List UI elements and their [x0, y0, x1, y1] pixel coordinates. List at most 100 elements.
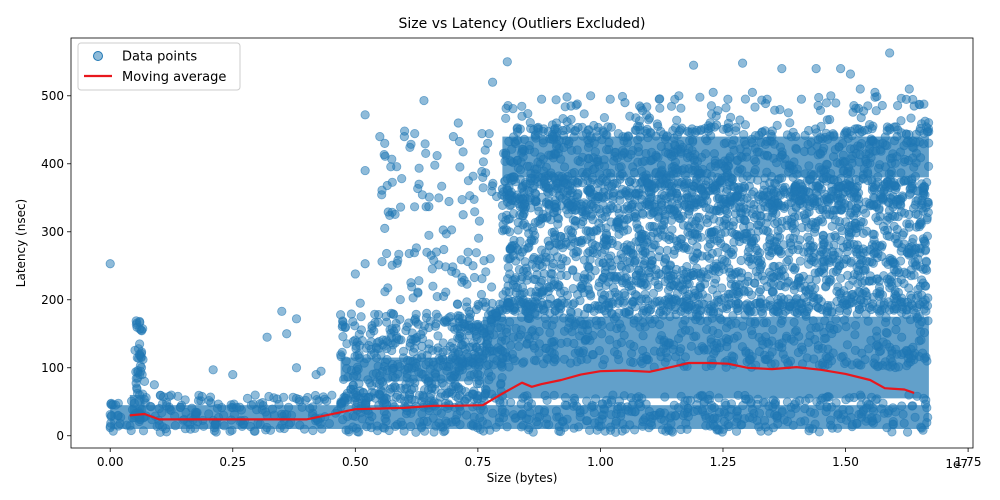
data-point — [762, 94, 772, 104]
data-point — [496, 378, 506, 389]
data-point — [708, 87, 718, 97]
data-point — [619, 330, 629, 340]
data-point — [471, 331, 481, 341]
data-point — [800, 169, 810, 179]
data-point — [219, 421, 229, 431]
data-point — [768, 304, 778, 314]
data-point — [180, 424, 190, 434]
data-point — [360, 259, 370, 269]
data-point — [558, 130, 569, 140]
data-point — [833, 409, 843, 419]
data-point — [377, 185, 387, 195]
data-point — [138, 426, 149, 436]
data-point — [908, 203, 919, 213]
data-point — [704, 253, 715, 263]
data-point — [417, 409, 427, 419]
data-point — [587, 400, 597, 411]
data-point — [435, 355, 445, 366]
data-point — [709, 149, 720, 159]
data-point — [278, 392, 289, 402]
data-point — [789, 336, 799, 346]
data-point — [776, 318, 786, 328]
data-point — [662, 131, 672, 141]
data-point — [534, 326, 544, 337]
data-point — [559, 162, 570, 172]
data-point — [453, 299, 463, 309]
data-point — [910, 257, 920, 267]
data-point — [893, 362, 904, 372]
data-point — [545, 345, 555, 355]
data-point — [508, 410, 519, 420]
data-point — [752, 220, 763, 230]
data-point — [634, 116, 645, 126]
data-point — [242, 393, 253, 403]
data-point — [725, 112, 736, 123]
data-point — [747, 351, 757, 362]
data-point — [623, 132, 634, 142]
data-point — [917, 203, 927, 213]
data-point — [531, 356, 541, 366]
data-point — [145, 401, 155, 411]
data-point — [811, 63, 821, 74]
data-point — [375, 390, 385, 400]
data-point — [756, 426, 766, 436]
data-point — [567, 228, 578, 238]
data-point — [517, 101, 527, 111]
data-point — [532, 164, 542, 174]
data-point — [660, 181, 670, 191]
data-point — [888, 416, 898, 427]
data-point — [635, 101, 645, 111]
data-point — [550, 195, 560, 206]
data-point — [535, 219, 546, 229]
data-point — [772, 120, 782, 131]
data-point — [579, 198, 589, 208]
data-point — [463, 176, 473, 186]
data-point — [505, 317, 515, 327]
data-point — [700, 134, 711, 144]
data-point — [448, 373, 458, 384]
data-point — [340, 322, 351, 332]
data-point — [645, 411, 655, 422]
data-point — [814, 267, 824, 277]
data-point — [887, 255, 897, 265]
data-point — [777, 299, 787, 310]
data-point — [898, 409, 908, 419]
data-point — [845, 69, 856, 79]
data-point — [676, 391, 686, 401]
data-point — [525, 118, 535, 128]
data-point — [662, 353, 672, 363]
data-point — [918, 297, 928, 307]
data-point — [745, 317, 756, 327]
data-point — [806, 146, 816, 156]
data-point — [493, 323, 503, 333]
data-point — [537, 287, 547, 297]
data-point — [918, 234, 928, 244]
data-point — [107, 410, 117, 421]
data-point — [840, 295, 850, 305]
data-point — [549, 314, 559, 324]
data-point — [582, 416, 593, 426]
data-point — [901, 268, 912, 279]
data-point — [842, 340, 853, 350]
data-point — [517, 111, 527, 121]
data-point — [439, 244, 449, 255]
data-point — [669, 400, 679, 410]
data-point — [482, 339, 492, 349]
data-point — [399, 131, 409, 142]
data-point — [350, 411, 360, 421]
data-point — [627, 400, 637, 410]
legend-marker-data-points — [93, 51, 103, 61]
data-point — [432, 151, 442, 161]
data-point — [778, 264, 788, 275]
data-point — [914, 311, 924, 322]
data-point — [823, 344, 833, 354]
data-point — [436, 408, 446, 418]
data-point — [521, 179, 531, 189]
data-point — [558, 243, 568, 253]
data-point — [802, 353, 812, 363]
data-point — [853, 265, 864, 276]
data-point — [892, 101, 903, 111]
data-point — [487, 77, 498, 87]
data-point — [672, 236, 682, 246]
